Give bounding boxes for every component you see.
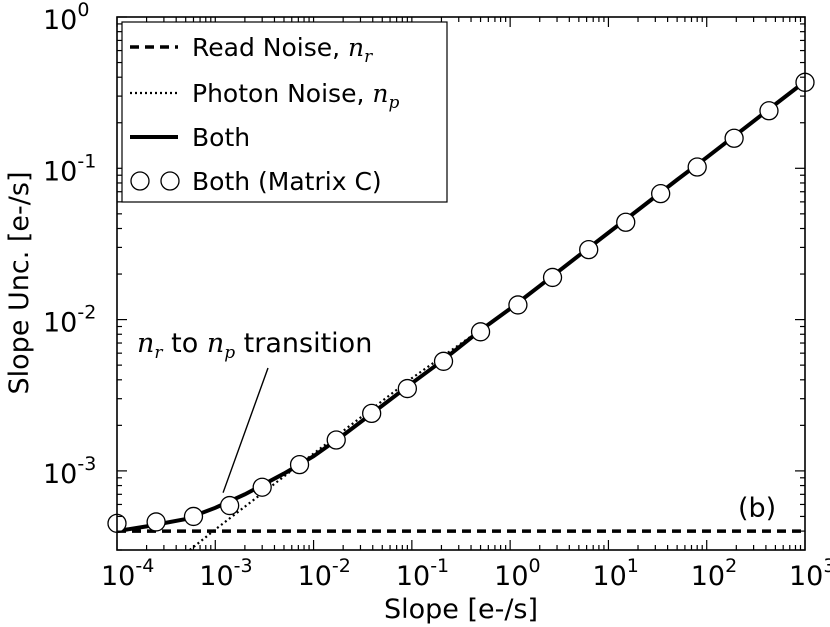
legend-swatch-matrix-c-2 [160,171,180,191]
tick-label-layer: 10-4 10-3 10-2 10-1 100 101 102 103 10-3 10-2 10-1… [43,0,830,592]
marker-matrix-c-13 [579,239,599,260]
marker-matrix-c-17 [724,128,744,148]
transition-annotation: nr to np transition [137,328,372,363]
marker-matrix-c-15 [651,183,671,204]
marker-matrix-c-12 [542,267,563,288]
legend-entry-both: Both [192,123,250,152]
tick-layer [116,16,806,551]
marker-matrix-c-2 [183,506,204,527]
x-axis-label: Slope [e-/s] [384,594,538,625]
y-axis-label: Slope Unc. [e-/s] [4,172,35,395]
y-tick-label: 10-1 [43,150,96,187]
x-tick-label: 103 [789,555,830,592]
plot-frame [116,16,806,551]
marker-matrix-c-14 [616,212,636,232]
marker-matrix-c-4 [252,477,272,497]
marker-matrix-c-6 [326,430,346,450]
marker-matrix-c-11 [508,295,528,315]
marker-matrix-c-16 [687,157,707,177]
y-tick-label: 10-3 [43,453,96,490]
legend-entry-photon-noise: Photon Noise, np [192,79,399,113]
legend-entry-matrix-c: Both (Matrix C) [192,167,382,196]
x-tick-label: 10-1 [396,555,449,592]
x-tick-label: 101 [592,555,638,592]
x-tick-label: 100 [494,555,540,592]
marker-matrix-c-18 [759,101,779,121]
y-tick-label: 100 [43,0,89,36]
x-tick-label: 10-4 [101,555,154,592]
marker-matrix-c-1 [146,512,166,532]
y-tick-label: 10-2 [43,302,96,339]
legend-swatch-matrix-c-1 [130,171,150,191]
legend: Read Noise, nr Photon Noise, np Both Bot… [121,21,448,203]
marker-matrix-c-8 [397,378,418,399]
legend-entry-read-noise: Read Noise, nr [192,33,373,67]
marker-matrix-c-3 [219,495,240,516]
marker-matrix-c-7 [362,403,382,424]
x-tick-label: 10-2 [298,555,351,592]
x-tick-label: 10-3 [199,555,252,592]
marker-layer [107,72,815,534]
marker-matrix-c-9 [433,351,454,371]
marker-matrix-c-10 [470,322,491,342]
panel-label: (b) [738,493,776,524]
x-tick-label: 102 [691,555,737,592]
marker-matrix-c-5 [289,454,310,475]
legend-box [121,21,448,203]
transition-pointer-line [222,367,269,493]
